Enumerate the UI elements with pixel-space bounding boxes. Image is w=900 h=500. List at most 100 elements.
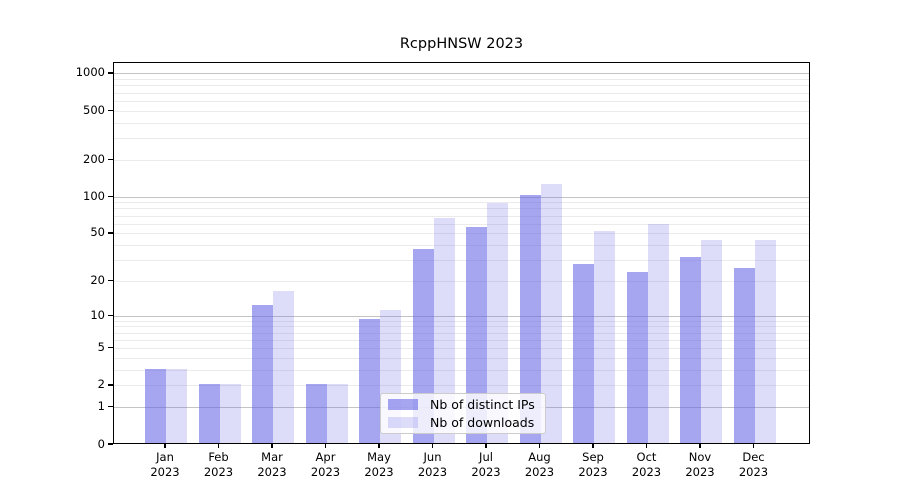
y-axis-tick xyxy=(107,314,113,316)
gridline-minor xyxy=(114,245,809,247)
x-tick-label: Mar 2023 xyxy=(257,450,287,479)
y-tick-label: 200 xyxy=(83,151,105,166)
x-tick-label: Oct 2023 xyxy=(631,450,662,479)
y-tick-label: 1000 xyxy=(75,65,105,80)
y-tick-label: 100 xyxy=(83,188,105,203)
gridline-minor xyxy=(114,100,809,102)
x-tick-label: Nov 2023 xyxy=(685,450,715,479)
y-tick-label: 20 xyxy=(90,272,105,287)
x-axis-tick xyxy=(217,444,220,448)
gridline-minor xyxy=(114,233,809,235)
gridline-minor xyxy=(114,110,809,112)
y-tick-label: 0 xyxy=(97,436,105,451)
x-tick-label: Dec 2023 xyxy=(738,450,769,479)
legend-item: Nb of distinct IPs xyxy=(388,397,537,412)
gridline-minor xyxy=(114,85,809,87)
y-axis-tick xyxy=(107,347,113,349)
y-tick-label: 50 xyxy=(90,225,105,240)
bar-downloads xyxy=(754,239,776,443)
x-axis-tick xyxy=(378,444,380,448)
x-axis-tick xyxy=(485,444,487,448)
bar-distinct-ips xyxy=(145,368,166,443)
x-axis-tick xyxy=(538,444,541,448)
gridline-minor xyxy=(114,260,809,262)
gridline-minor xyxy=(114,215,809,217)
bar-downloads xyxy=(540,184,562,443)
x-axis-tick xyxy=(592,444,594,448)
y-axis-tick xyxy=(107,384,113,386)
legend: Nb of distinct IPs Nb of downloads xyxy=(380,393,546,434)
gridline-minor xyxy=(114,79,809,81)
x-tick-label: Sep 2023 xyxy=(578,450,608,479)
bar-downloads xyxy=(166,368,187,443)
bar-distinct-ips xyxy=(252,305,273,443)
x-tick-label: Jun 2023 xyxy=(417,450,448,479)
gridline-minor xyxy=(114,358,809,360)
x-axis-tick xyxy=(164,444,166,448)
legend-swatch xyxy=(388,417,418,428)
x-tick-label: Feb 2023 xyxy=(203,450,234,479)
x-tick-label: May 2023 xyxy=(364,450,394,479)
gridline-minor xyxy=(114,280,809,282)
x-axis-tick xyxy=(271,444,273,448)
y-tick-label: 2 xyxy=(97,377,105,392)
y-axis-tick xyxy=(107,158,113,160)
gridline-minor xyxy=(114,332,809,334)
legend-swatch xyxy=(388,399,418,410)
bar-downloads xyxy=(273,290,294,443)
gridline-major xyxy=(114,73,809,75)
y-axis-tick xyxy=(107,232,113,234)
gridline-major xyxy=(114,196,809,198)
y-tick-label: 5 xyxy=(97,340,105,355)
bar-distinct-ips xyxy=(198,384,220,443)
gridline-minor xyxy=(114,138,809,139)
gridline-minor xyxy=(114,339,809,341)
bar-downloads xyxy=(326,384,348,443)
gridline-minor xyxy=(114,326,809,328)
y-axis-tick xyxy=(107,195,113,197)
y-axis-tick xyxy=(107,279,113,282)
x-axis-tick xyxy=(752,444,755,448)
x-tick-label: Aug 2023 xyxy=(524,450,555,479)
x-axis-tick xyxy=(645,444,648,448)
bar-distinct-ips xyxy=(626,272,648,443)
y-tick-label: 10 xyxy=(90,307,105,322)
gridline-minor xyxy=(114,122,809,124)
gridline-minor xyxy=(114,348,809,350)
bar-distinct-ips xyxy=(573,264,594,443)
bar-downloads xyxy=(647,224,669,443)
bar-distinct-ips xyxy=(305,384,327,443)
x-axis-tick xyxy=(431,444,434,448)
gridline-minor xyxy=(114,223,809,225)
bar-distinct-ips xyxy=(680,256,701,443)
legend-label: Nb of downloads xyxy=(430,415,535,430)
gridline-minor xyxy=(114,92,809,94)
x-axis-tick xyxy=(699,444,701,448)
y-tick-label: 1 xyxy=(97,399,105,414)
y-axis-tick xyxy=(107,406,113,408)
gridline-minor xyxy=(114,370,809,372)
gridline-minor xyxy=(114,159,809,161)
plot-area: Nb of distinct IPs Nb of downloads xyxy=(113,62,810,444)
bar-downloads xyxy=(701,239,722,443)
y-axis-tick xyxy=(107,443,113,445)
bar-distinct-ips xyxy=(733,268,755,443)
legend-label: Nb of distinct IPs xyxy=(430,397,535,412)
gridline-major xyxy=(114,315,809,317)
gridline-minor xyxy=(114,320,809,322)
y-tick-label: 500 xyxy=(83,102,105,117)
bar-downloads xyxy=(433,218,455,443)
bar-downloads xyxy=(219,384,241,443)
gridline-minor xyxy=(114,202,809,204)
bar-downloads xyxy=(594,230,615,443)
x-tick-label: Jul 2023 xyxy=(471,450,501,479)
y-axis-tick xyxy=(107,72,113,74)
bar-distinct-ips xyxy=(466,226,487,443)
bar-distinct-ips xyxy=(359,319,380,443)
bar-downloads xyxy=(487,202,508,443)
legend-item: Nb of downloads xyxy=(388,415,537,430)
bar-distinct-ips xyxy=(519,194,541,443)
y-axis-tick xyxy=(107,109,113,111)
gridline-minor xyxy=(114,208,809,210)
